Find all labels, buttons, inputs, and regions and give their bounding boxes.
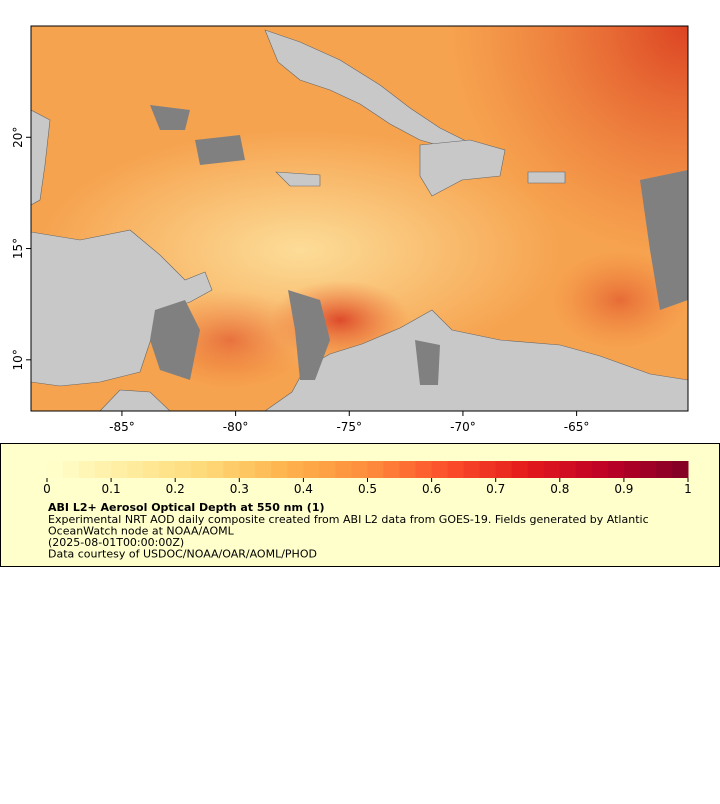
colorbar-swatch <box>175 461 192 478</box>
y-tick-label: 20° <box>11 127 25 148</box>
y-tick-label: 10° <box>11 349 25 370</box>
x-tick-label: -75° <box>336 420 362 434</box>
map-frame <box>30 25 689 412</box>
colorbar-swatch <box>479 461 497 478</box>
colorbar-swatch <box>335 461 352 478</box>
colorbar-swatch <box>303 461 320 478</box>
colorbar-swatch <box>591 461 609 478</box>
colorbar-tick-label: 0.3 <box>230 482 249 496</box>
colorbar-swatch <box>527 461 545 478</box>
caption-line: OceanWatch node at NOAA/AOML <box>48 525 235 538</box>
colorbar-swatch <box>495 461 513 478</box>
colorbar-tick-label: 0.4 <box>294 482 313 496</box>
colorbar-swatch <box>319 461 336 478</box>
colorbar-tick-label: 0.5 <box>358 482 377 496</box>
colorbar-swatch <box>95 461 112 478</box>
caption-line: (2025-08-01T00:00:00Z) <box>48 536 184 549</box>
x-tick-label: -70° <box>450 420 476 434</box>
x-tick-label: -85° <box>109 420 135 434</box>
x-tick-label: -65° <box>564 420 590 434</box>
colorbar-swatch <box>559 461 577 478</box>
colorbar-swatch <box>287 461 304 478</box>
colorbar-swatch <box>351 461 368 478</box>
colorbar-swatch <box>511 461 529 478</box>
colorbar-swatch <box>575 461 593 478</box>
colorbar-swatch <box>271 461 288 478</box>
colorbar-swatch <box>207 461 224 478</box>
colorbar-swatch <box>463 461 481 478</box>
caption-line: Data courtesy of USDOC/NOAA/OAR/AOML/PHO… <box>48 548 317 561</box>
colorbar-swatch <box>655 461 673 478</box>
colorbar-swatch <box>111 461 128 478</box>
colorbar-tick-label: 0.6 <box>422 482 441 496</box>
colorbar-swatch <box>543 461 561 478</box>
colorbar-tick-label: 1 <box>684 482 692 496</box>
colorbar-swatch <box>623 461 641 478</box>
colorbar-swatch <box>607 461 625 478</box>
colorbar-swatch <box>223 461 240 478</box>
colorbar-swatch <box>383 461 401 478</box>
colorbar-swatch <box>367 461 385 478</box>
colorbar-swatch <box>159 461 176 478</box>
colorbar-tick-label: 0.2 <box>166 482 185 496</box>
colorbar-swatch <box>127 461 144 478</box>
colorbar-tick-label: 0.8 <box>550 482 569 496</box>
colorbar-swatch <box>255 461 272 478</box>
colorbar-swatch <box>415 461 433 478</box>
colorbar-swatch <box>63 461 80 478</box>
colorbar-swatch <box>79 461 96 478</box>
colorbar-swatch <box>399 461 417 478</box>
map <box>31 26 688 411</box>
colorbar-swatch <box>639 461 657 478</box>
colorbar-tick-label: 0.9 <box>614 482 633 496</box>
colorbar-tick-label: 0.1 <box>102 482 121 496</box>
colorbar-swatch <box>447 461 465 478</box>
colorbar-tick-label: 0.7 <box>486 482 505 496</box>
colorbar-swatch <box>143 461 160 478</box>
colorbar-swatch <box>239 461 256 478</box>
caption-title: ABI L2+ Aerosol Optical Depth at 550 nm … <box>48 501 325 514</box>
x-tick-label: -80° <box>223 420 249 434</box>
colorbar-swatch <box>191 461 208 478</box>
colorbar-swatch <box>431 461 449 478</box>
colorbar-swatch <box>47 461 64 478</box>
caption-line: Experimental NRT AOD daily composite cre… <box>48 513 649 526</box>
colorbar-tick-label: 0 <box>43 482 51 496</box>
colorbar-swatch <box>671 461 689 478</box>
y-tick-label: 15° <box>11 238 25 259</box>
